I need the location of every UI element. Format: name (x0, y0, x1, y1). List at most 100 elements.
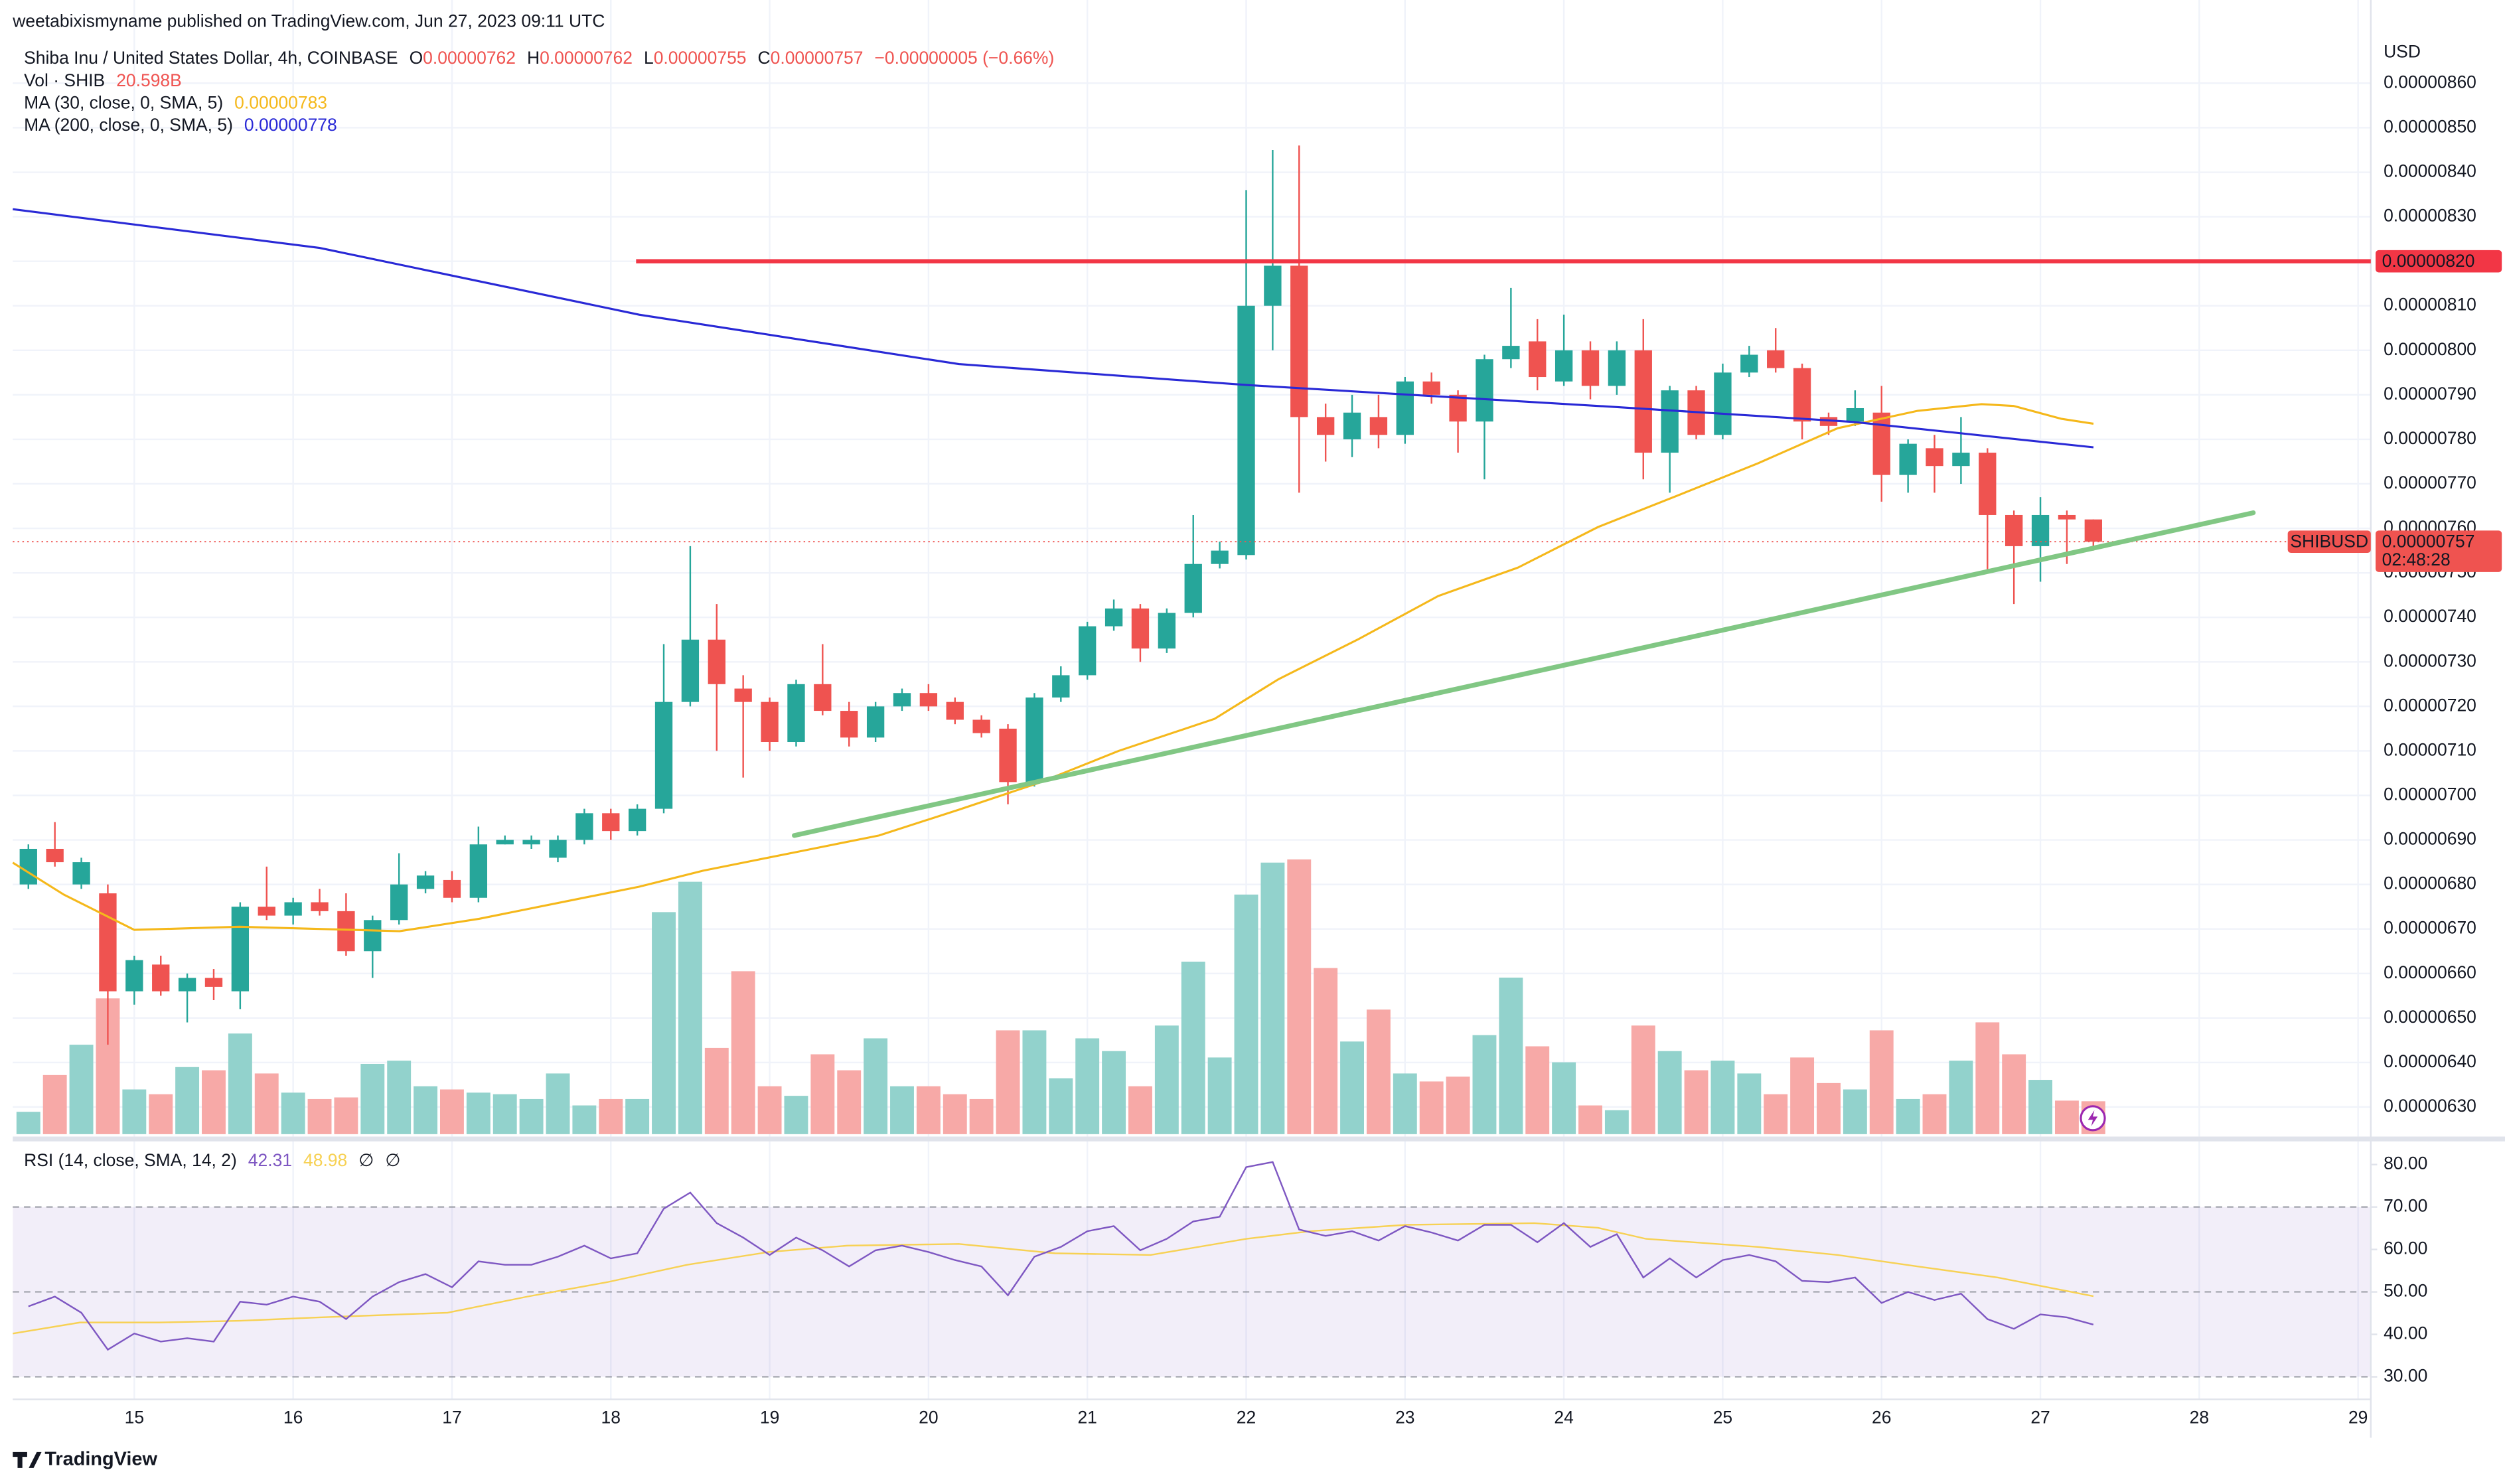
candle-body (2005, 514, 2023, 546)
moving-average (12, 403, 2094, 932)
volume-bar (704, 1047, 729, 1134)
y-tick-label: 0.00000690 (2384, 829, 2476, 849)
ohlc-key: C (758, 48, 771, 68)
y-tick-label: 0.00000810 (2384, 295, 2476, 315)
candle-body (1529, 341, 1547, 378)
volume-bar (916, 1086, 941, 1134)
candle-body (1581, 350, 1600, 386)
volume-bar (439, 1089, 464, 1134)
volume-bar (1419, 1081, 1444, 1134)
volume-label: Vol · SHIB (24, 70, 105, 90)
candle-body (469, 844, 488, 898)
volume-bar (1684, 1070, 1708, 1134)
rsi-readout: ∅ (358, 1150, 374, 1170)
candle-body (1476, 359, 1493, 422)
volume-bar (1049, 1078, 1073, 1134)
candle-body (946, 702, 964, 720)
candle-body (708, 639, 725, 684)
candle-body (814, 684, 832, 711)
candle-body (1899, 443, 1917, 475)
price-tag-label: 0.00000820 (2382, 251, 2475, 271)
ohlc-value: 0.00000755 (654, 48, 747, 68)
x-tick-label: 15 (125, 1407, 144, 1427)
volume-bar (1922, 1094, 1947, 1134)
volume-bar (1499, 978, 1523, 1134)
rsi-value: 42.31 (248, 1150, 292, 1170)
y-tick-label: 0.00000670 (2384, 918, 2476, 938)
candle-body (787, 684, 805, 743)
candle-body (1237, 305, 1255, 556)
candle-body (1608, 350, 1626, 386)
volume-bar (1657, 1051, 1682, 1134)
volume-bar (1234, 894, 1258, 1134)
candle-body (1396, 381, 1414, 435)
symbol-legend: Shiba Inu / United States Dollar, 4h, CO… (24, 48, 1054, 68)
volume-bar (1737, 1073, 1762, 1134)
volume-bar (519, 1098, 544, 1134)
symbol: Shiba Inu / United States Dollar, 4h, CO… (24, 48, 398, 68)
volume-bar (16, 1112, 40, 1134)
candle-body (284, 902, 302, 916)
rsi-readout: ∅ (385, 1150, 400, 1170)
volume-bar (149, 1094, 173, 1134)
y-tick-label: 0.00000660 (2384, 962, 2476, 982)
x-tick-label: 29 (2348, 1407, 2368, 1427)
ohlc-value: 0.00000762 (540, 48, 633, 68)
volume-bar (864, 1038, 888, 1134)
rsi-sma-value: 48.98 (303, 1150, 347, 1170)
trend-line (792, 510, 2256, 838)
candle-body (204, 978, 223, 987)
rsi-tick-label: 40.00 (2384, 1323, 2427, 1343)
volume-bar (175, 1067, 200, 1134)
candle-body (1793, 368, 1811, 422)
y-tick-label: 0.00000630 (2384, 1096, 2476, 1116)
volume-bar (1843, 1089, 1867, 1134)
candle-body (866, 706, 885, 738)
currency-label: USD (2384, 41, 2421, 61)
volume-bar (1869, 1030, 1894, 1134)
y-tick-label: 0.00000800 (2384, 339, 2476, 359)
ma-legend: MA (200, close, 0, SMA, 5) 0.00000778 (24, 115, 337, 135)
x-tick-label: 17 (442, 1407, 461, 1427)
volume-bar (334, 1097, 358, 1134)
candle-body (999, 728, 1017, 782)
volume-bar (810, 1054, 835, 1134)
x-tick-label: 27 (2030, 1407, 2050, 1427)
candle-body (1767, 350, 1785, 368)
candle-body (654, 702, 673, 809)
volume-bar (1102, 1051, 1126, 1134)
candle-body (522, 840, 540, 845)
alert-bolt[interactable] (2088, 1110, 2098, 1126)
candle-body (1079, 626, 1097, 676)
candle-body (919, 693, 938, 707)
y-tick-label: 0.00000780 (2384, 428, 2476, 448)
candle-body (152, 964, 170, 992)
volume-bar (1604, 1110, 1629, 1134)
y-tick-label: 0.00000860 (2384, 72, 2476, 92)
volume-bar (387, 1061, 412, 1134)
ohlc-value: 0.00000762 (423, 48, 516, 68)
x-tick-label: 26 (1872, 1407, 1891, 1427)
volume-legend: Vol · SHIB 20.598B (24, 70, 182, 90)
candle-body (761, 702, 779, 743)
alert-icon[interactable] (2080, 1105, 2106, 1132)
volume-bar (1128, 1086, 1152, 1134)
y-tick-label: 0.00000700 (2384, 784, 2476, 804)
price-tag (2376, 530, 2502, 572)
candle-body (46, 848, 64, 863)
volume-bar (281, 1092, 305, 1134)
candle-body (1025, 697, 1043, 782)
volume-bar (202, 1070, 226, 1134)
volume-bar (784, 1096, 808, 1134)
x-tick-label: 18 (601, 1407, 621, 1427)
y-tick-label: 0.00000720 (2384, 695, 2476, 715)
volume-bar (414, 1086, 438, 1134)
volume-bar (2028, 1080, 2053, 1134)
volume-bar (42, 1075, 67, 1134)
x-tick-label: 20 (919, 1407, 938, 1427)
y-tick-label: 0.00000730 (2384, 650, 2476, 670)
price-tag (2376, 250, 2502, 273)
volume-bar (122, 1089, 147, 1134)
